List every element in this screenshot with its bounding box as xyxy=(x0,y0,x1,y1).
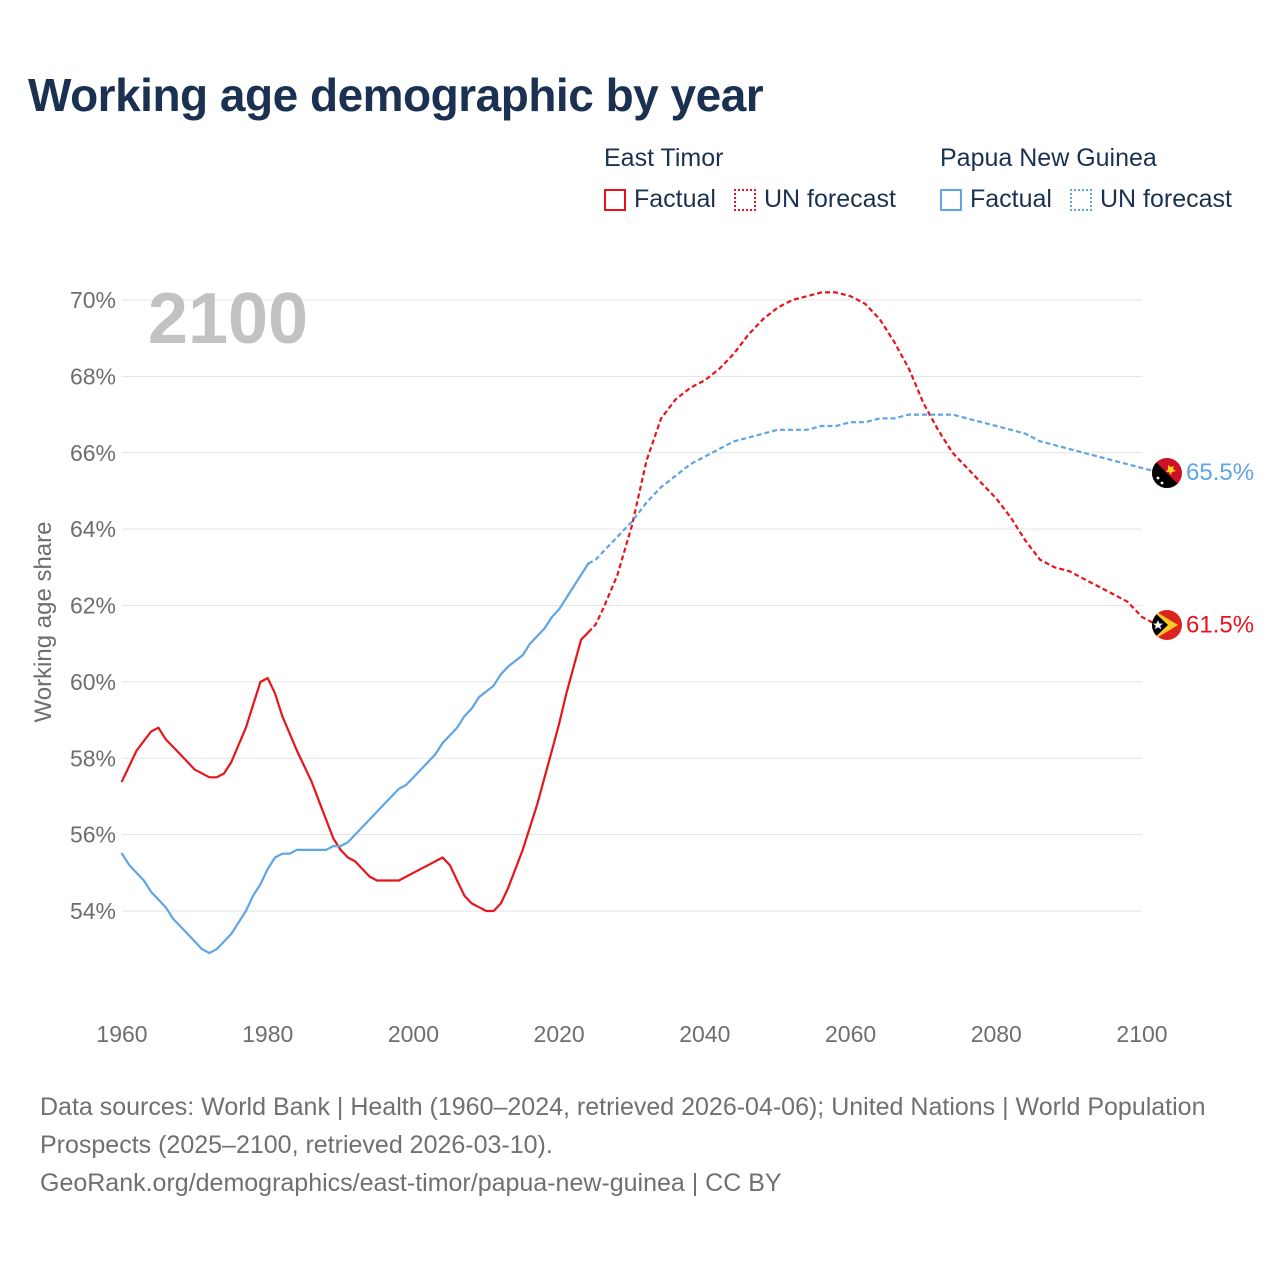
y-tick-label: 60% xyxy=(70,669,116,695)
legend-swatch-solid xyxy=(604,188,626,211)
series-lines: 61.5% 65.5% xyxy=(120,291,1254,955)
y-tick-label: 66% xyxy=(70,440,116,466)
legend-east-timor: East Timor Factual UN forecast xyxy=(604,144,914,214)
legend-item-forecast[interactable]: UN forecast xyxy=(1069,185,1232,214)
x-tick-label: 2040 xyxy=(679,1021,730,1047)
x-tick-label: 1960 xyxy=(96,1021,147,1047)
legend-swatch-dotted xyxy=(733,188,756,211)
legend-country-label: Papua New Guinea xyxy=(940,144,1157,172)
series-line-forecast xyxy=(587,291,1158,633)
year-label: 2100 xyxy=(148,279,308,359)
y-axis-label: Working age share xyxy=(30,522,57,723)
y-tick-label: 68% xyxy=(70,363,116,389)
series-end-label: 61.5% xyxy=(1186,612,1254,639)
footer: Data sources: World Bank | Health (1960–… xyxy=(40,1088,1220,1202)
series-line-factual xyxy=(120,631,590,913)
legend-country-label: East Timor xyxy=(604,144,724,172)
y-tick-label: 54% xyxy=(70,898,116,924)
legend-label-forecast: UN forecast xyxy=(763,185,896,213)
legend-item-factual[interactable]: Factual xyxy=(940,185,1052,214)
legend-papua-new-guinea: Papua New Guinea Factual UN forecast xyxy=(940,144,1250,214)
chart-title: Working age demographic by year xyxy=(28,69,764,121)
x-tick-label: 2100 xyxy=(1116,1021,1167,1047)
data-sources-text: Data sources: World Bank | Health (1960–… xyxy=(40,1093,1206,1159)
papua-new-guinea-flag-icon xyxy=(1152,458,1182,488)
y-tick-label: 62% xyxy=(70,593,116,619)
east-timor-flag-icon xyxy=(1152,610,1182,640)
y-tick-label: 58% xyxy=(70,745,116,771)
series-end-label: 65.5% xyxy=(1186,459,1254,486)
x-tick-label: 2020 xyxy=(534,1021,585,1047)
legend-swatch-solid xyxy=(940,188,962,211)
source-link[interactable]: GeoRank.org/demographics/east-timor/papu… xyxy=(40,1169,782,1197)
legend-swatch-dotted xyxy=(1069,188,1092,211)
x-tick-label: 2060 xyxy=(825,1021,876,1047)
series-line-forecast xyxy=(587,413,1157,565)
x-tick-label: 2000 xyxy=(388,1021,439,1047)
x-axis-ticks: 1960 1980 2000 2020 2040 2060 2080 2100 xyxy=(96,1021,1167,1047)
legend-item-forecast[interactable]: UN forecast xyxy=(733,185,896,214)
y-tick-label: 56% xyxy=(70,822,116,848)
legend-label-forecast: UN forecast xyxy=(1099,185,1232,213)
x-tick-label: 2080 xyxy=(971,1021,1022,1047)
y-tick-label: 64% xyxy=(70,516,116,542)
legend-label-factual: Factual xyxy=(634,185,716,213)
y-tick-label: 70% xyxy=(70,287,116,313)
x-tick-label: 1980 xyxy=(242,1021,293,1047)
series-line-factual xyxy=(120,562,590,955)
y-axis-ticks: 54% 56% 58% 60% 62% 64% 66% 68% 70% xyxy=(70,287,116,924)
gridlines xyxy=(122,299,1142,912)
legend-item-factual[interactable]: Factual xyxy=(604,185,716,214)
legend-label-factual: Factual xyxy=(970,185,1052,213)
